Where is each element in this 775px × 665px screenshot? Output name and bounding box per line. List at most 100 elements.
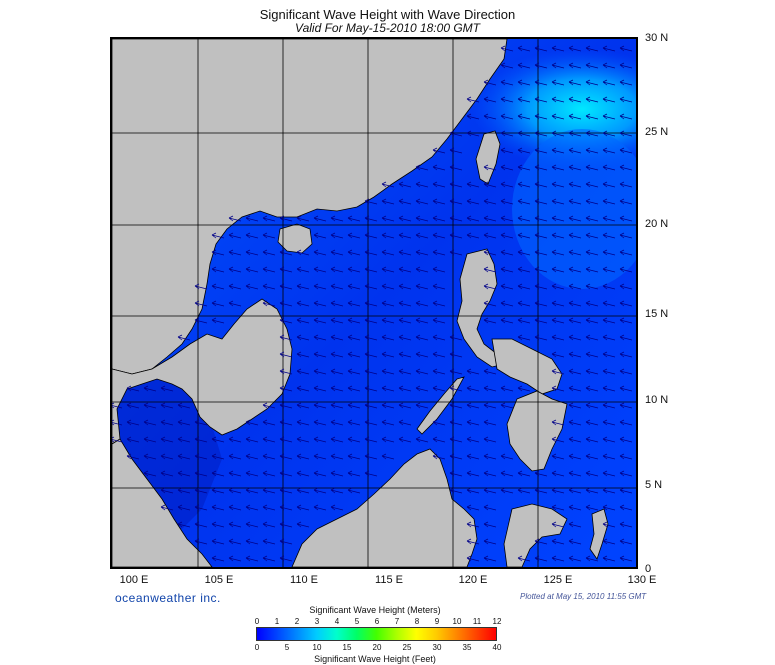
- wave-direction-arrow: [432, 215, 446, 222]
- legend-colorbar: [256, 627, 497, 641]
- wave-direction-arrow: [568, 504, 582, 511]
- wave-direction-arrow: [228, 487, 242, 494]
- wave-direction-arrow: [585, 419, 599, 426]
- wave-direction-arrow: [585, 232, 599, 239]
- wave-direction-arrow: [602, 538, 616, 545]
- wave-direction-arrow: [585, 215, 599, 222]
- wave-direction-arrow: [364, 453, 378, 460]
- wave-direction-arrow: [585, 147, 599, 154]
- wave-direction-arrow: [619, 487, 633, 494]
- wave-direction-arrow: [177, 334, 191, 341]
- wave-direction-arrow: [483, 419, 497, 426]
- wave-direction-arrow: [602, 317, 616, 324]
- wave-direction-arrow: [296, 317, 310, 324]
- wave-direction-arrow: [500, 402, 514, 409]
- wave-direction-arrow: [160, 470, 174, 477]
- wave-direction-arrow: [347, 215, 361, 222]
- wave-direction-arrow: [364, 436, 378, 443]
- wave-direction-arrow: [177, 453, 191, 460]
- wave-direction-arrow: [602, 266, 616, 273]
- wave-direction-arrow: [466, 487, 480, 494]
- wave-direction-arrow: [585, 45, 599, 52]
- wave-direction-arrow: [160, 504, 174, 511]
- wave-direction-arrow: [619, 504, 633, 511]
- wave-direction-arrow: [296, 504, 310, 511]
- wave-direction-arrow: [279, 351, 293, 358]
- wave-direction-arrow: [568, 368, 582, 375]
- wave-direction-arrow: [381, 453, 395, 460]
- wave-direction-arrow: [483, 487, 497, 494]
- wave-direction-arrow: [364, 198, 378, 205]
- wave-direction-arrow: [534, 164, 548, 171]
- wave-direction-arrow: [568, 453, 582, 460]
- land-mindanao: [506, 390, 568, 472]
- wave-direction-arrow: [483, 96, 497, 103]
- wave-direction-arrow: [551, 470, 565, 477]
- wave-direction-arrow: [194, 521, 208, 528]
- wave-direction-arrow: [483, 385, 497, 392]
- wave-direction-arrow: [432, 453, 446, 460]
- wave-direction-arrow: [534, 215, 548, 222]
- wave-direction-arrow: [313, 368, 327, 375]
- wave-direction-arrow: [585, 402, 599, 409]
- wave-direction-arrow: [619, 555, 633, 562]
- wave-direction-arrows: [112, 45, 633, 562]
- wave-direction-arrow: [211, 555, 225, 562]
- wave-direction-arrow: [279, 300, 293, 307]
- wave-direction-arrow: [296, 470, 310, 477]
- wave-direction-arrow: [500, 147, 514, 154]
- wave-direction-arrow: [262, 487, 276, 494]
- wave-direction-arrow: [279, 538, 293, 545]
- wave-direction-arrow: [534, 96, 548, 103]
- wave-direction-arrow: [517, 487, 531, 494]
- wave-direction-arrow: [279, 317, 293, 324]
- wave-direction-arrow: [296, 368, 310, 375]
- wave-direction-arrow: [228, 521, 242, 528]
- wave-direction-arrow: [415, 402, 429, 409]
- wave-direction-arrow: [211, 470, 225, 477]
- wave-direction-arrow: [534, 232, 548, 239]
- wave-direction-arrow: [415, 334, 429, 341]
- wave-direction-arrow: [194, 419, 208, 426]
- wave-direction-arrow: [347, 368, 361, 375]
- wave-direction-arrow: [449, 453, 463, 460]
- wave-direction-arrow: [296, 487, 310, 494]
- wave-direction-arrow: [211, 453, 225, 460]
- wave-direction-arrow: [619, 130, 633, 137]
- wave-direction-arrow: [160, 453, 174, 460]
- wave-direction-arrow: [296, 453, 310, 460]
- wave-direction-arrow: [602, 402, 616, 409]
- wave-direction-arrow: [551, 232, 565, 239]
- wave-direction-arrow: [585, 62, 599, 69]
- wave-direction-arrow: [211, 487, 225, 494]
- wave-direction-arrow: [483, 453, 497, 460]
- wave-direction-arrow: [211, 317, 225, 324]
- wave-direction-arrow: [211, 300, 225, 307]
- wave-direction-arrow: [347, 351, 361, 358]
- wave-direction-arrow: [483, 215, 497, 222]
- wave-direction-arrow: [568, 62, 582, 69]
- wave-direction-arrow: [585, 317, 599, 324]
- wave-direction-arrow: [585, 487, 599, 494]
- wave-direction-arrow: [347, 419, 361, 426]
- wave-direction-arrow: [483, 555, 497, 562]
- wave-direction-arrow: [381, 215, 395, 222]
- wave-direction-arrow: [551, 300, 565, 307]
- wave-direction-arrow: [585, 164, 599, 171]
- wave-direction-arrow: [296, 283, 310, 290]
- wave-direction-arrow: [619, 232, 633, 239]
- wave-map: [110, 37, 638, 569]
- wave-direction-arrow: [313, 419, 327, 426]
- legend-feet-tick: 40: [492, 643, 502, 652]
- wave-direction-arrow: [211, 283, 225, 290]
- wave-direction-arrow: [262, 215, 276, 222]
- wave-direction-arrow: [211, 232, 225, 239]
- wave-direction-arrow: [517, 249, 531, 256]
- wave-direction-arrow: [500, 79, 514, 86]
- land-sulawesi: [503, 503, 568, 567]
- wave-direction-arrow: [313, 351, 327, 358]
- wave-direction-arrow: [619, 249, 633, 256]
- wave-direction-arrow: [415, 368, 429, 375]
- wave-direction-arrow: [466, 232, 480, 239]
- wave-direction-arrow: [415, 436, 429, 443]
